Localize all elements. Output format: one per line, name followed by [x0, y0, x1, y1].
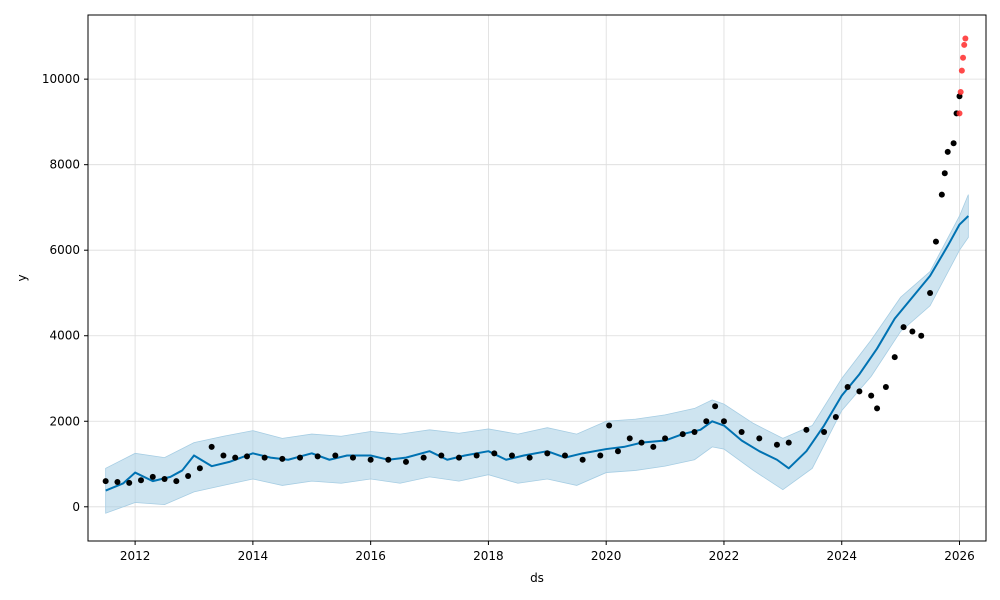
- outlier-points-layer: [956, 35, 969, 117]
- observed-point: [944, 148, 951, 155]
- x-tick-label: 2018: [473, 549, 504, 563]
- observed-point: [821, 428, 828, 435]
- plot-area-frame: [87, 14, 987, 542]
- x-tick-label: 2024: [826, 549, 857, 563]
- observed-point: [332, 452, 339, 459]
- observed-point: [662, 435, 669, 442]
- forecast-line-layer: [105, 215, 970, 492]
- observed-point: [149, 473, 156, 480]
- observed-point: [544, 450, 551, 457]
- x-tick-label: 2014: [238, 549, 269, 563]
- observed-point: [938, 191, 945, 198]
- uncertainty-band: [105, 194, 969, 514]
- observed-point: [526, 454, 533, 461]
- y-axis-ticks: 0 2000 4000 6000 8000 10000: [42, 72, 88, 514]
- observed-point: [950, 140, 957, 147]
- forecast-line: [105, 215, 970, 492]
- outlier-point: [961, 41, 968, 48]
- observed-point: [626, 435, 633, 442]
- y-tick-label: 4000: [49, 329, 80, 343]
- observed-point: [868, 392, 875, 399]
- observed-point: [579, 456, 586, 463]
- observed-point: [208, 443, 215, 450]
- outlier-point: [958, 67, 965, 74]
- observed-points-layer: [102, 93, 963, 486]
- observed-point: [712, 403, 719, 410]
- outlier-point: [957, 88, 964, 95]
- observed-point: [773, 441, 780, 448]
- observed-point: [491, 450, 498, 457]
- observed-point: [349, 454, 356, 461]
- observed-point: [882, 384, 889, 391]
- observed-point: [927, 289, 934, 296]
- observed-point: [932, 238, 939, 245]
- observed-point: [900, 324, 907, 331]
- observed-point: [367, 456, 374, 463]
- observed-point: [561, 452, 568, 459]
- x-axis-ticks: 2012 2014 2016 2018 2020 2022 2024 2026: [120, 541, 975, 563]
- observed-point: [891, 354, 898, 361]
- observed-point: [720, 418, 727, 425]
- observed-point: [703, 418, 710, 425]
- observed-point: [691, 428, 698, 435]
- observed-point: [420, 454, 427, 461]
- observed-point: [597, 452, 604, 459]
- observed-point: [243, 453, 250, 460]
- observed-point: [918, 332, 925, 339]
- observed-point: [909, 328, 916, 335]
- observed-point: [296, 454, 303, 461]
- observed-point: [196, 465, 203, 472]
- x-axis-label: ds: [530, 571, 544, 585]
- outlier-point: [960, 54, 967, 61]
- x-tick-label: 2016: [355, 549, 386, 563]
- observed-point: [114, 478, 121, 485]
- observed-point: [220, 452, 227, 459]
- observed-point: [438, 452, 445, 459]
- observed-point: [614, 448, 621, 455]
- outlier-point: [956, 110, 963, 117]
- observed-point: [832, 413, 839, 420]
- outlier-point: [962, 35, 969, 42]
- observed-point: [279, 455, 286, 462]
- observed-point: [874, 405, 881, 412]
- observed-point: [102, 478, 109, 485]
- observed-point: [126, 479, 133, 486]
- observed-point: [455, 454, 462, 461]
- observed-point: [185, 472, 192, 479]
- observed-point: [738, 428, 745, 435]
- observed-point: [402, 458, 409, 465]
- observed-point: [173, 478, 180, 485]
- y-tick-label: 2000: [49, 414, 80, 428]
- observed-point: [261, 454, 268, 461]
- observed-point: [137, 477, 144, 484]
- y-axis-label: y: [15, 274, 29, 281]
- observed-point: [785, 439, 792, 446]
- x-tick-label: 2020: [591, 549, 622, 563]
- observed-point: [232, 454, 239, 461]
- x-tick-label: 2012: [120, 549, 151, 563]
- observed-point: [679, 431, 686, 438]
- uncertainty-band-layer: [105, 194, 969, 514]
- y-tick-label: 8000: [49, 158, 80, 172]
- y-tick-label: 10000: [42, 72, 80, 86]
- x-tick-label: 2022: [709, 549, 740, 563]
- observed-point: [161, 475, 168, 482]
- observed-point: [473, 452, 480, 459]
- observed-point: [856, 388, 863, 395]
- y-tick-label: 0: [72, 500, 80, 514]
- observed-point: [756, 435, 763, 442]
- observed-point: [650, 443, 657, 450]
- observed-point: [606, 422, 613, 429]
- observed-point: [803, 426, 810, 433]
- observed-point: [844, 384, 851, 391]
- observed-point: [314, 453, 321, 460]
- observed-point: [385, 456, 392, 463]
- observed-point: [638, 439, 645, 446]
- x-tick-label: 2026: [944, 549, 975, 563]
- observed-point: [941, 170, 948, 177]
- observed-point: [508, 452, 515, 459]
- y-tick-label: 6000: [49, 243, 80, 257]
